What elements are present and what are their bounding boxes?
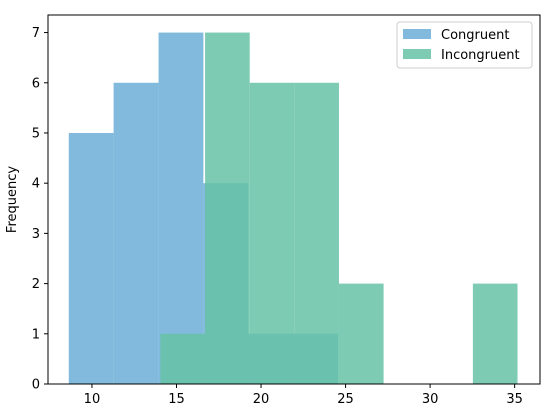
tick-labels: 10 15 20 25 30 35 0 1 2 3 4 5 6 7 [32, 26, 523, 407]
bar-incongruent-2 [249, 82, 295, 384]
legend-swatch-incongruent [403, 49, 431, 59]
incongruent-bars [160, 32, 518, 384]
x-tick-label: 20 [253, 392, 270, 407]
legend-swatch-congruent [403, 29, 431, 39]
bar-incongruent-1 [205, 32, 250, 384]
y-tick-label: 6 [32, 76, 40, 91]
bar-congruent-2 [158, 32, 204, 384]
legend: Congruent Incongruent [396, 21, 533, 69]
x-tick-label: 10 [84, 392, 101, 407]
y-tick-label: 3 [32, 227, 40, 242]
x-tick-label: 15 [168, 392, 185, 407]
y-tick-label: 4 [32, 177, 40, 192]
bar-incongruent-0 [160, 333, 206, 384]
legend-label-incongruent: Incongruent [441, 48, 520, 63]
y-tick-label: 1 [32, 327, 40, 342]
y-tick-label: 7 [32, 26, 40, 41]
y-axis-label: Frequency [5, 166, 20, 233]
plot-frame [47, 14, 541, 385]
y-tick-label: 0 [32, 378, 40, 393]
y-tick-label: 2 [32, 277, 40, 292]
x-tick-label: 35 [506, 392, 523, 407]
axes [47, 14, 541, 385]
legend-label-congruent: Congruent [441, 28, 509, 43]
x-tick-label: 25 [337, 392, 354, 407]
bar-congruent-0 [68, 132, 114, 384]
y-tick-label: 5 [32, 126, 40, 141]
x-tick-label: 30 [422, 392, 439, 407]
bar-incongruent-7 [472, 283, 518, 384]
bar-congruent-1 [113, 82, 159, 384]
bar-incongruent-3 [294, 82, 339, 384]
bar-incongruent-4 [338, 283, 384, 384]
